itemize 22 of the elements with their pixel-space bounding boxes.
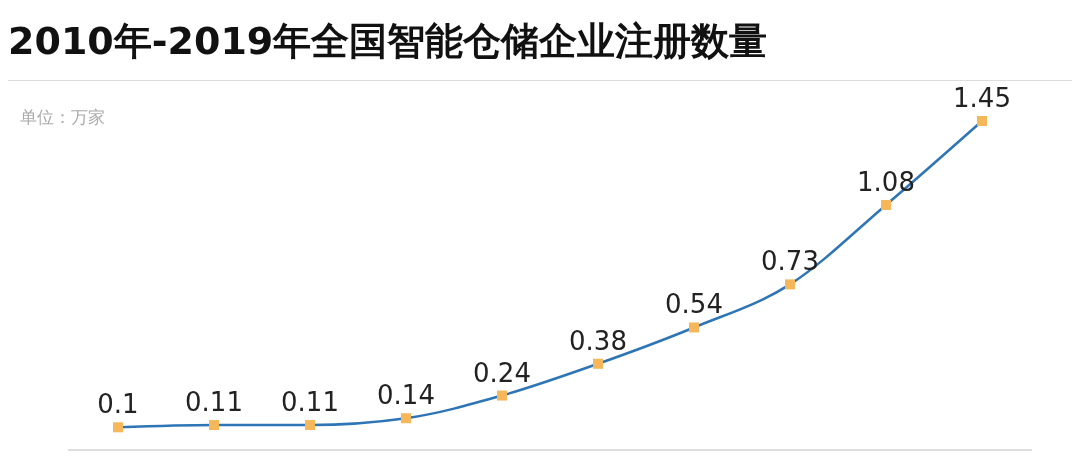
data-label: 0.14 [377, 380, 435, 411]
point [305, 420, 315, 431]
point [113, 422, 123, 433]
point [785, 279, 795, 290]
data-label: 0.11 [185, 387, 243, 418]
point [497, 390, 507, 401]
data-label: 0.38 [569, 325, 627, 356]
annotation: 单位：万家 [20, 106, 105, 129]
data-label: 0.11 [281, 387, 339, 418]
data-label: 0.73 [761, 246, 819, 277]
data-label: 0.54 [665, 289, 723, 320]
data-label: 1.08 [857, 166, 915, 197]
point [401, 413, 411, 424]
data-label: 0.24 [473, 357, 531, 388]
point [977, 116, 987, 126]
chart-title: 2010年-2019年全国智能仓储企业注册数量 [8, 8, 1072, 81]
data-label: 1.45 [953, 83, 1011, 113]
data-label: 0.1 [97, 389, 139, 420]
point [689, 322, 699, 333]
point [593, 358, 603, 369]
point [881, 199, 891, 210]
point [209, 420, 219, 431]
